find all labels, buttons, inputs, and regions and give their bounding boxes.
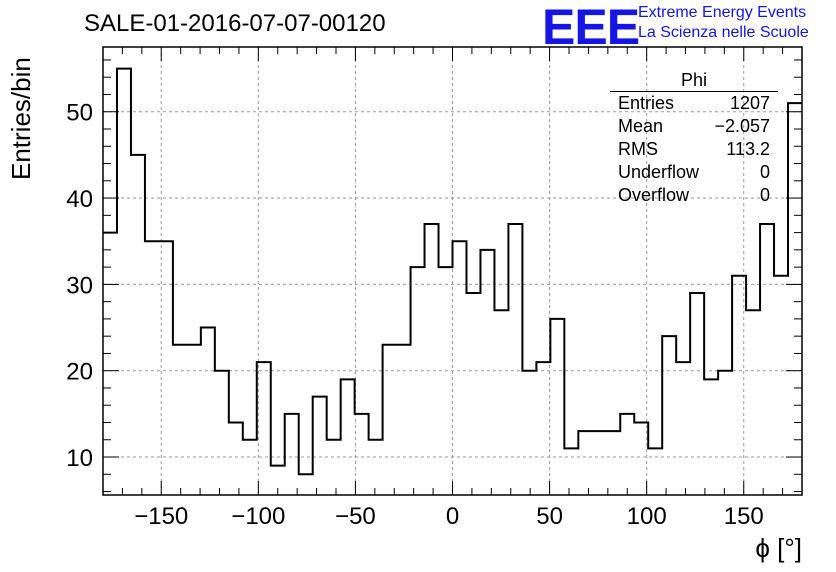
histogram-bin: [243, 440, 257, 495]
histogram-bin: [620, 414, 634, 495]
y-tick-label: 10: [66, 445, 93, 472]
histogram-bin: [313, 397, 327, 495]
stats-value: 0: [759, 185, 770, 205]
histogram-bin: [578, 431, 592, 495]
stats-row-mean: Mean −2.057: [610, 115, 778, 138]
histogram-bin: [550, 319, 564, 495]
stats-box-title: Phi: [610, 70, 778, 92]
histogram-bin: [257, 362, 271, 495]
histogram-bin: [634, 422, 648, 495]
histogram-bin: [676, 362, 690, 495]
histogram-bin: [690, 293, 704, 495]
histogram-bin: [788, 103, 802, 495]
logo-caption: Extreme Energy Events La Scienza nelle S…: [638, 3, 809, 43]
histogram-bin: [327, 440, 341, 495]
logo-line-1: Extreme Energy Events: [638, 4, 807, 21]
y-tick-label: 20: [66, 359, 93, 386]
x-axis-label: ϕ [°]: [755, 533, 802, 563]
histogram-bin: [466, 293, 480, 495]
histogram-bin: [397, 345, 411, 495]
histogram-bin: [341, 379, 355, 495]
histogram-bin: [732, 276, 746, 495]
stats-row-rms: RMS 113.2: [610, 138, 778, 161]
x-tick-label: 150: [724, 503, 764, 530]
y-tick-label: 50: [66, 100, 93, 127]
stats-row-overflow: Overflow 0: [610, 184, 778, 207]
histogram-bin: [453, 241, 467, 495]
x-tick-label: −100: [231, 503, 285, 530]
stats-label: RMS: [618, 139, 658, 159]
histogram-bin: [229, 422, 243, 495]
histogram-bin: [187, 345, 201, 495]
histogram-bin: [215, 371, 229, 495]
stats-label: Underflow: [618, 162, 700, 182]
y-axis-label: Entries/bin: [6, 57, 36, 180]
stats-row-underflow: Underflow 0: [610, 161, 778, 184]
stats-value: 113.2: [726, 139, 770, 159]
histogram-bin: [648, 448, 662, 495]
y-tick-label: 30: [66, 272, 93, 299]
x-tick-label: 50: [536, 503, 563, 530]
histogram-bin: [480, 250, 494, 495]
histogram-bin: [662, 336, 676, 495]
histogram-bin: [536, 362, 550, 495]
chart-title: SALE-01-2016-07-07-00120: [84, 10, 386, 37]
stats-label: Mean: [618, 116, 664, 136]
histogram-bin: [285, 414, 299, 495]
histogram-bin: [704, 379, 718, 495]
histogram-bin: [425, 224, 439, 495]
histogram-bin: [159, 241, 173, 495]
histogram-outline: [103, 67, 802, 476]
histogram-bin: [103, 233, 117, 495]
stats-value: 1207: [729, 93, 770, 113]
histogram-bin: [439, 267, 453, 495]
stats-value: 0: [759, 162, 770, 182]
x-tick-label: −50: [335, 503, 376, 530]
histogram-bin: [355, 414, 369, 495]
stats-value: −2.057: [714, 116, 770, 136]
histogram-bin: [718, 371, 732, 495]
eee-logo: EEE: [542, 0, 640, 55]
histogram-bin: [299, 474, 313, 495]
histogram-bin: [564, 448, 578, 495]
histogram-bin: [592, 431, 606, 495]
stats-row-entries: Entries 1207: [610, 92, 778, 115]
histogram-bin: [522, 371, 536, 495]
histogram-bin: [383, 345, 397, 495]
histogram-bin: [369, 440, 383, 495]
stats-box: Phi Entries 1207 Mean −2.057 RMS 113.2 U…: [610, 70, 778, 207]
y-tick-label: 40: [66, 186, 93, 213]
histogram-bin: [606, 431, 620, 495]
x-tick-label: 0: [446, 503, 459, 530]
histogram-bin: [411, 267, 425, 495]
histogram-bin: [173, 345, 187, 495]
stats-label: Overflow: [618, 185, 690, 205]
histogram-bin: [201, 328, 215, 495]
histogram-bin: [131, 155, 145, 495]
logo-line-2: La Scienza nelle Scuole: [638, 24, 809, 41]
stats-label: Entries: [618, 93, 675, 113]
histogram-bin: [494, 310, 508, 495]
histogram-bin: [145, 241, 159, 495]
x-tick-label: −150: [134, 503, 188, 530]
histogram-bin: [117, 69, 131, 495]
histogram-bin: [774, 276, 788, 495]
x-tick-label: 100: [627, 503, 667, 530]
histogram-bin: [760, 224, 774, 495]
histogram-bin: [746, 310, 760, 495]
histogram-bin: [508, 224, 522, 495]
